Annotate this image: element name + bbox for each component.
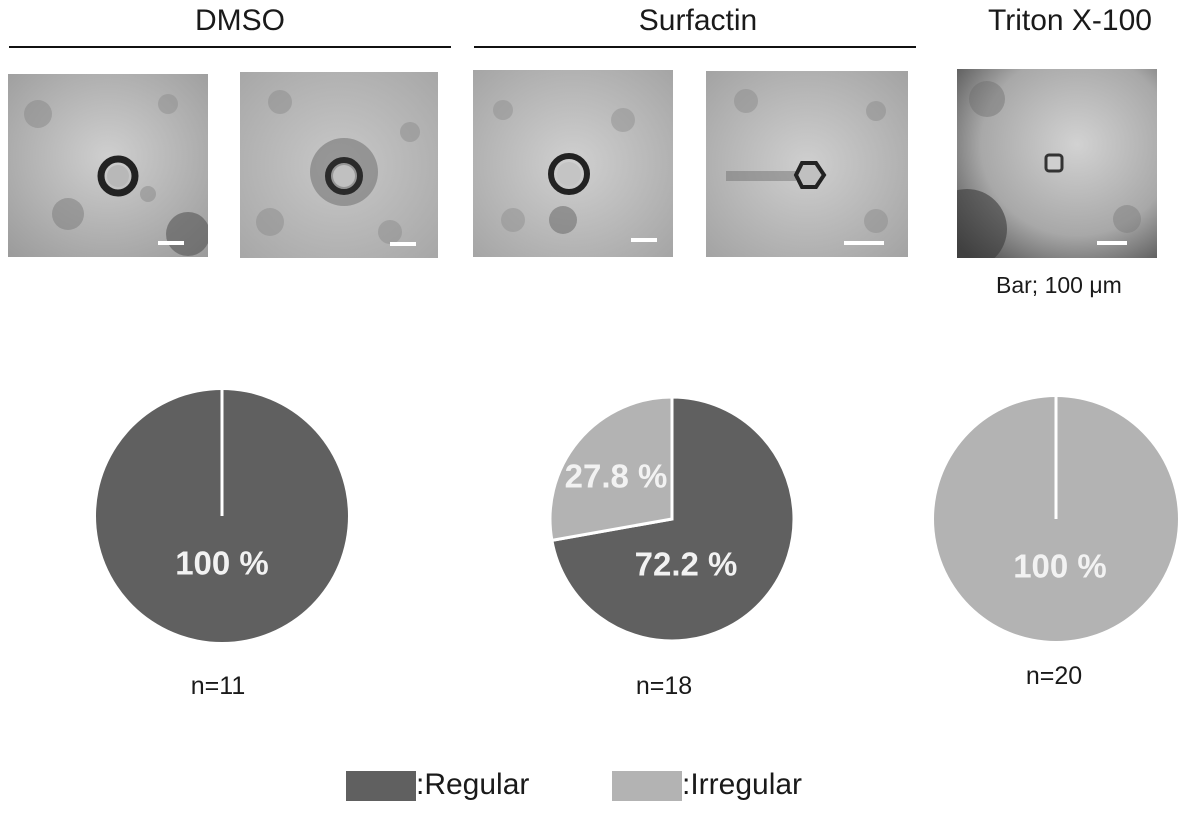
micrograph-surfactin-1 — [473, 70, 673, 257]
n-label-surfactin: n=18 — [635, 672, 693, 700]
legend-swatch-irregular — [612, 771, 682, 801]
scale-bar — [1097, 241, 1127, 245]
n-label-dmso: n=11 — [190, 672, 246, 700]
header-surfactin: Surfactin — [638, 4, 758, 37]
legend-swatch-regular — [346, 771, 416, 801]
pie-chart-surfactin: 72.2 % 27.8 % — [548, 395, 796, 643]
header-rule-dmso — [9, 46, 451, 48]
scale-bar — [844, 241, 884, 245]
scale-bar — [390, 242, 416, 246]
header-rule-surfactin — [474, 46, 916, 48]
n-label-triton: n=20 — [1025, 662, 1083, 690]
micrograph-dmso-1 — [8, 74, 208, 257]
micrograph-triton — [957, 69, 1157, 258]
scale-bar-label: Bar; 100 μm — [996, 272, 1122, 298]
pie-label-regular: 72.2 % — [635, 546, 738, 583]
scale-bar — [631, 238, 657, 242]
pie-chart-triton: 100 % — [934, 397, 1178, 641]
header-dmso: DMSO — [195, 4, 285, 37]
scale-bar — [158, 241, 184, 245]
legend-label-regular: :Regular — [416, 768, 530, 801]
legend: :Regular :Irregular — [346, 768, 866, 804]
micrograph-surfactin-2 — [706, 71, 908, 257]
header-triton: Triton X-100 — [988, 4, 1152, 37]
micrograph-dmso-2 — [240, 72, 438, 258]
pie-label-irregular: 100 % — [1013, 548, 1107, 585]
legend-label-irregular: :Irregular — [682, 768, 803, 801]
pie-label-regular: 100 % — [175, 545, 269, 582]
pie-chart-dmso: 100 % — [96, 390, 348, 642]
pie-slice-irregular — [548, 395, 674, 543]
pie-label-irregular: 27.8 % — [565, 458, 668, 495]
